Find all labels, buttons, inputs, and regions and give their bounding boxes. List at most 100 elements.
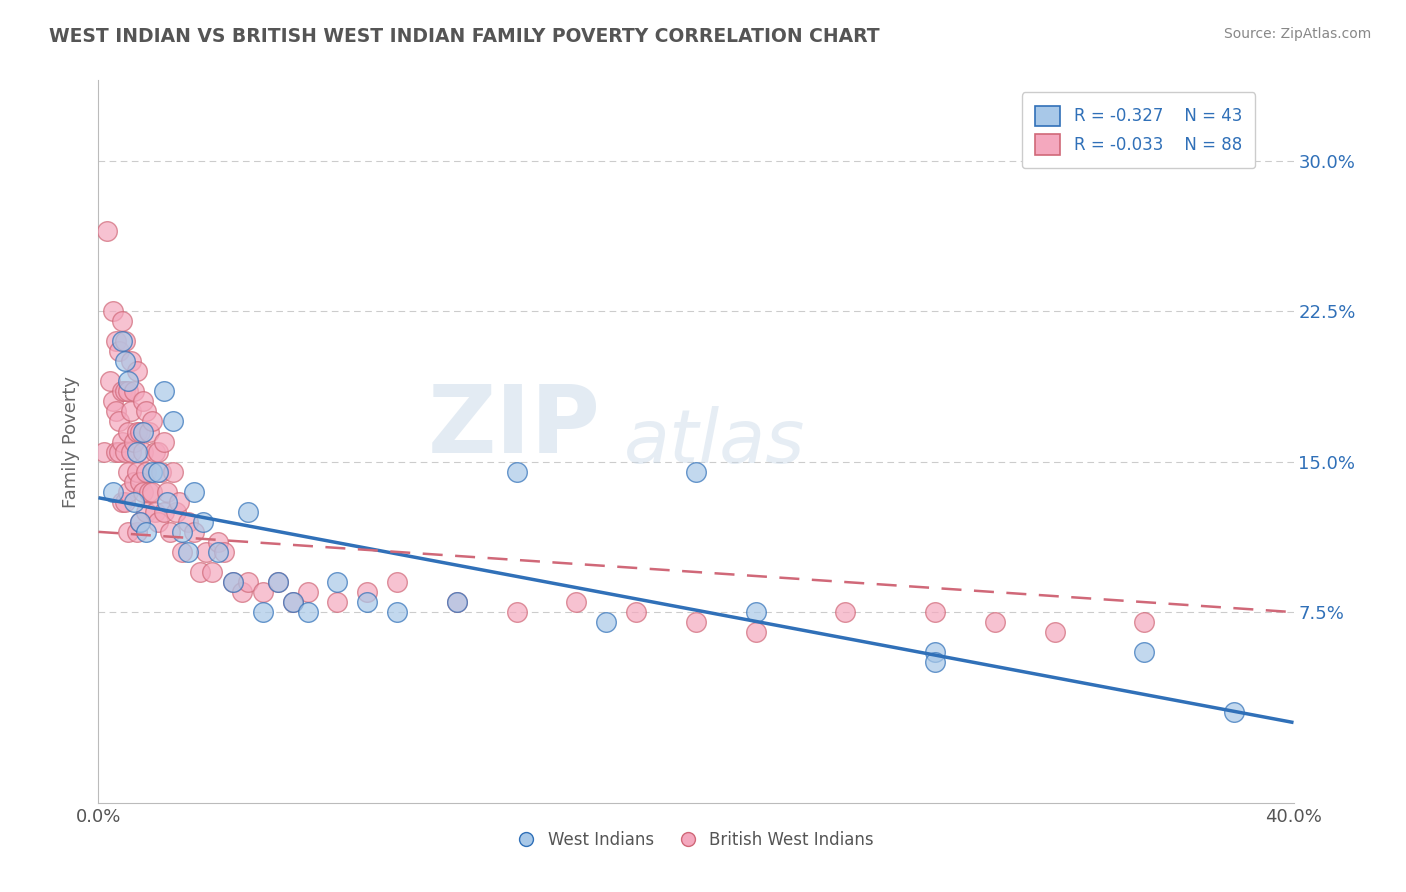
Point xyxy=(162,414,184,429)
Point xyxy=(124,475,146,489)
Point xyxy=(191,515,214,529)
Point xyxy=(114,384,136,399)
Point xyxy=(177,545,200,559)
Point xyxy=(153,384,176,399)
Point xyxy=(129,475,152,489)
Point xyxy=(924,655,946,669)
Point xyxy=(159,524,181,539)
Point xyxy=(177,515,200,529)
Point xyxy=(685,465,707,479)
Point xyxy=(446,595,468,609)
Point xyxy=(236,505,259,519)
Point xyxy=(150,465,173,479)
Point xyxy=(143,505,166,519)
Point xyxy=(297,605,319,619)
Point xyxy=(385,605,409,619)
Point xyxy=(114,444,136,458)
Point xyxy=(96,224,118,238)
Point xyxy=(114,494,136,508)
Point xyxy=(1223,706,1246,720)
Y-axis label: Family Poverty: Family Poverty xyxy=(62,376,80,508)
Text: Source: ZipAtlas.com: Source: ZipAtlas.com xyxy=(1223,27,1371,41)
Point xyxy=(281,595,304,609)
Point xyxy=(129,425,152,439)
Point xyxy=(1133,615,1156,630)
Point xyxy=(148,465,170,479)
Point xyxy=(252,605,274,619)
Point xyxy=(297,585,319,599)
Point xyxy=(506,465,529,479)
Point xyxy=(111,494,134,508)
Point xyxy=(565,595,588,609)
Point xyxy=(188,565,211,579)
Point xyxy=(103,484,125,499)
Point xyxy=(127,465,149,479)
Point xyxy=(1133,645,1156,659)
Point xyxy=(326,575,349,590)
Point xyxy=(124,384,146,399)
Point xyxy=(506,605,529,619)
Text: ZIP: ZIP xyxy=(427,381,600,473)
Point xyxy=(222,575,245,590)
Point xyxy=(745,625,768,640)
Point xyxy=(129,515,152,529)
Point xyxy=(984,615,1007,630)
Point xyxy=(252,585,274,599)
Point xyxy=(924,605,946,619)
Point xyxy=(103,304,125,318)
Point xyxy=(132,444,155,458)
Point xyxy=(135,524,157,539)
Point xyxy=(117,425,139,439)
Point xyxy=(167,494,190,508)
Point xyxy=(153,505,176,519)
Point xyxy=(127,444,149,458)
Point xyxy=(626,605,648,619)
Point xyxy=(93,444,115,458)
Point xyxy=(111,334,134,349)
Point xyxy=(117,384,139,399)
Point xyxy=(132,394,155,409)
Point xyxy=(326,595,349,609)
Point xyxy=(108,444,131,458)
Point xyxy=(98,375,122,389)
Point xyxy=(129,515,152,529)
Point xyxy=(267,575,290,590)
Point xyxy=(148,515,170,529)
Point xyxy=(117,484,139,499)
Point xyxy=(267,575,290,590)
Point xyxy=(141,414,163,429)
Point xyxy=(120,354,142,368)
Point xyxy=(135,404,157,418)
Text: WEST INDIAN VS BRITISH WEST INDIAN FAMILY POVERTY CORRELATION CHART: WEST INDIAN VS BRITISH WEST INDIAN FAMIL… xyxy=(49,27,880,45)
Point xyxy=(114,334,136,349)
Point xyxy=(156,494,179,508)
Point xyxy=(108,414,131,429)
Point xyxy=(834,605,856,619)
Point xyxy=(595,615,617,630)
Point xyxy=(172,545,194,559)
Point xyxy=(745,605,768,619)
Legend: West Indians, British West Indians: West Indians, British West Indians xyxy=(512,824,880,856)
Point xyxy=(105,404,128,418)
Point xyxy=(127,364,149,378)
Point xyxy=(446,595,468,609)
Point xyxy=(127,425,149,439)
Point xyxy=(141,465,163,479)
Point xyxy=(385,575,409,590)
Point xyxy=(231,585,253,599)
Point xyxy=(111,384,134,399)
Point xyxy=(114,354,136,368)
Point xyxy=(153,434,176,449)
Point xyxy=(138,484,160,499)
Point xyxy=(124,434,146,449)
Point xyxy=(356,585,378,599)
Point xyxy=(1043,625,1066,640)
Point xyxy=(156,484,179,499)
Point xyxy=(105,334,128,349)
Point xyxy=(356,595,378,609)
Point xyxy=(183,524,205,539)
Point xyxy=(222,575,245,590)
Point xyxy=(120,404,142,418)
Text: atlas: atlas xyxy=(624,406,806,477)
Point xyxy=(132,425,155,439)
